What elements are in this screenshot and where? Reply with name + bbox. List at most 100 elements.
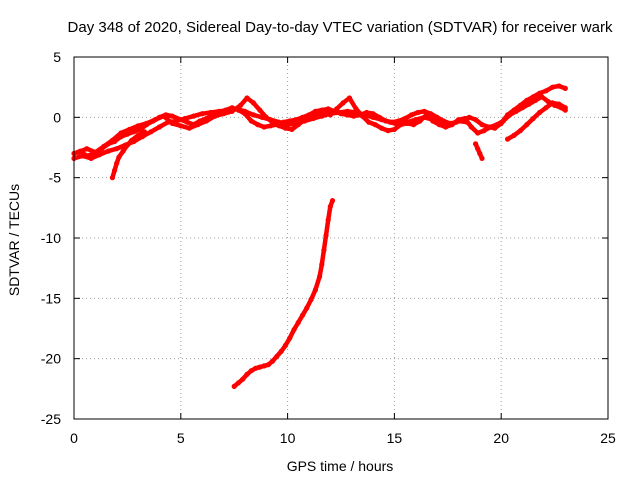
data-point [387,119,393,125]
data-point [304,305,310,311]
data-point [507,112,513,118]
data-point [235,380,242,386]
data-point [379,125,385,131]
data-point [312,287,318,293]
data-point [186,125,192,131]
data-point [513,108,519,114]
data-point [231,383,237,389]
series-sdtvar-f [473,141,485,161]
data-point [344,108,350,114]
data-point [411,122,417,128]
data-point [182,115,188,122]
data-point [238,102,244,108]
data-point [325,106,331,112]
data-point [537,109,543,116]
data-point [327,204,333,210]
data-point [212,113,218,119]
data-point [255,122,261,128]
series-sdtvar-e [231,198,336,389]
data-point [549,100,556,106]
x-tick-label: 5 [177,430,185,446]
data-point [438,119,444,125]
y-tick-label: -15 [41,290,61,306]
data-point [216,108,222,114]
data-point [248,368,254,374]
data-point [404,119,410,125]
data-point [199,111,205,117]
data-point [109,175,115,181]
x-tick-label: 25 [600,430,616,446]
data-point [118,130,124,136]
data-point [336,109,342,116]
data-point [208,109,214,116]
data-point [135,123,141,129]
data-point [84,146,90,152]
x-tick-label: 15 [387,430,403,446]
data-point [468,124,474,130]
data-point [372,122,378,128]
data-point [319,113,325,119]
data-point [466,114,472,120]
data-point [293,120,299,126]
data-point [379,117,385,123]
data-point [295,319,301,326]
plot-frame [73,56,609,420]
data-point [152,117,158,123]
data-point [530,115,536,122]
data-point [473,117,479,123]
data-point [291,327,297,333]
series-layer [71,83,568,389]
data-point [141,129,148,135]
y-tick-label: -25 [41,411,61,427]
data-point [321,108,327,114]
data-point [259,114,265,120]
data-point [455,118,462,124]
data-point [562,85,568,91]
data-point [225,107,231,113]
data-point [408,112,415,118]
data-point [479,122,485,128]
data-point [327,111,333,117]
data-point [475,130,481,136]
tick-labels: 0 5 10 15 20 25 5 0 -5 -10 -15 -20 -25 [41,49,616,446]
data-point [287,335,293,341]
data-point [105,148,111,154]
data-point [526,101,532,107]
data-point [250,100,256,106]
data-point [285,122,291,128]
series-sdtvar-d [109,129,148,181]
y-tick-label: 5 [53,49,61,65]
data-point [370,114,376,120]
data-point [421,114,427,120]
data-point [270,358,276,364]
data-point [361,112,368,118]
data-point [242,108,248,114]
data-point [346,95,353,101]
series-trace [473,141,485,161]
data-point [267,117,274,123]
y-tick-label: 0 [53,109,61,125]
data-point [233,106,239,112]
data-point [481,128,487,134]
data-point [144,120,150,126]
series-trace [505,100,568,142]
data-point [114,160,120,166]
data-point [319,261,325,268]
data-point [156,124,162,130]
data-point [178,123,184,129]
data-point [79,153,86,159]
x-tick-label: 20 [493,430,509,446]
data-point [101,143,107,149]
data-point [329,198,336,204]
data-point [396,122,402,128]
data-point [325,217,331,223]
data-point [109,137,115,143]
data-point [464,119,470,125]
y-tick-label: -5 [49,170,62,186]
series-sdtvar-c [71,106,470,161]
data-point [257,364,263,370]
data-point [278,348,284,354]
data-point [310,115,316,122]
